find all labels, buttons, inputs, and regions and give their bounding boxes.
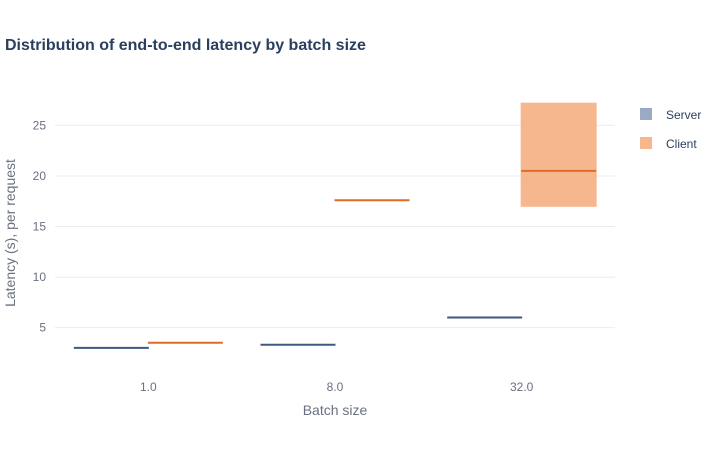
y-axis-title: Latency (s), per request bbox=[2, 159, 18, 307]
x-axis-title: Batch size bbox=[303, 402, 368, 418]
y-tick-label: 20 bbox=[33, 169, 47, 183]
legend-swatch-client bbox=[640, 137, 652, 149]
y-tick-label: 5 bbox=[39, 321, 46, 335]
y-tick-label: 25 bbox=[33, 118, 47, 132]
x-axis-ticks: 1.0 8.0 32.0 bbox=[140, 380, 534, 394]
y-tick-label: 10 bbox=[33, 270, 47, 284]
box-marks bbox=[73, 102, 597, 349]
legend: Server Client bbox=[640, 108, 701, 151]
legend-label-client: Client bbox=[666, 137, 697, 151]
legend-label-server: Server bbox=[666, 108, 701, 122]
x-tick-label: 1.0 bbox=[140, 380, 157, 394]
y-tick-label: 15 bbox=[33, 220, 47, 234]
box-client-32.0 bbox=[520, 102, 597, 207]
legend-swatch-server bbox=[640, 108, 652, 120]
x-tick-label: 32.0 bbox=[510, 380, 534, 394]
y-axis-ticks: 5 10 15 20 25 bbox=[33, 118, 47, 334]
x-tick-label: 8.0 bbox=[327, 380, 344, 394]
chart-title: Distribution of end-to-end latency by ba… bbox=[5, 37, 366, 54]
